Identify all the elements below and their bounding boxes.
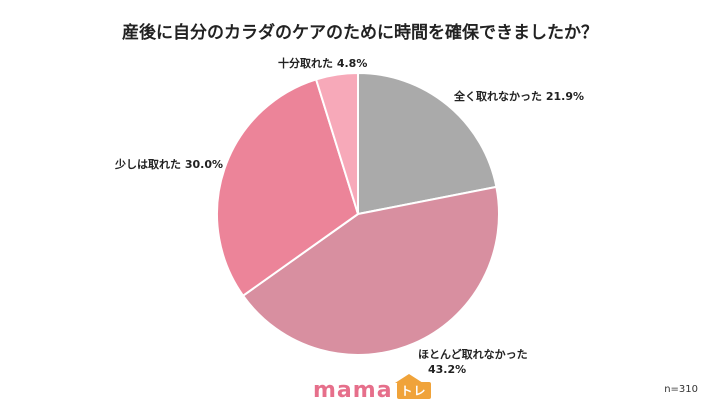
logo-house-icon: トレ xyxy=(394,374,431,399)
slice-label-2: ほとんど取れなかった 43.2% xyxy=(418,348,528,376)
slice-label-1: 全く取れなかった 21.9% xyxy=(453,89,584,103)
sample-size: n=310 xyxy=(664,384,698,395)
mamatore-logo: mama トレ xyxy=(313,374,431,403)
pie-slice-2 xyxy=(241,185,500,356)
pie-slice-3 xyxy=(216,78,360,298)
logo-text: mama xyxy=(313,378,393,403)
slice-label-4: 十分取れた 4.8% xyxy=(278,56,367,70)
chart-title: 産後に自分のカラダのケアのために時間を確保できましたか？ xyxy=(122,23,598,43)
pie-slice-1 xyxy=(357,71,498,216)
pie-slice-4 xyxy=(314,71,359,215)
slice-label-3: 少しは取れた 30.0% xyxy=(114,157,223,171)
